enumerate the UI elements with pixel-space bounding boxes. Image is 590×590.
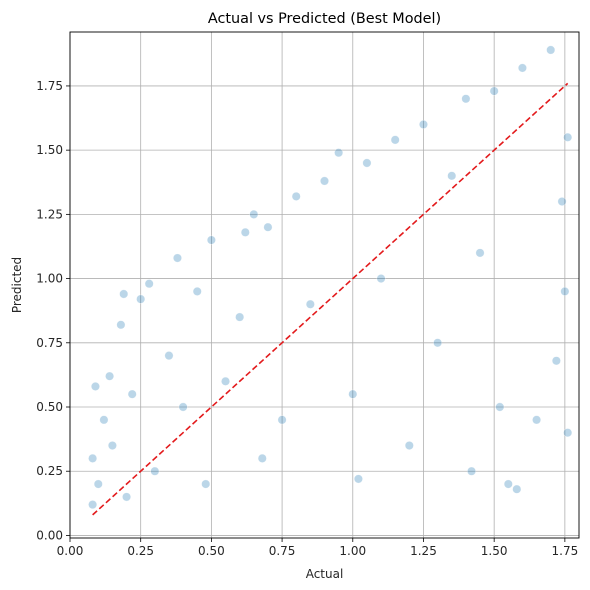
data-point: [517, 63, 527, 73]
data-point: [390, 135, 400, 145]
data-point: [122, 492, 132, 502]
reference-line-group: [92, 82, 569, 516]
plot-frame: [69, 31, 580, 539]
data-point: [475, 248, 485, 258]
data-point: [563, 428, 573, 438]
data-point: [221, 376, 230, 386]
data-point: [546, 45, 556, 55]
scatter-points: [88, 45, 573, 510]
data-point: [461, 94, 471, 104]
data-point: [362, 158, 372, 168]
data-point: [173, 253, 182, 263]
data-point: [107, 441, 117, 450]
y-tick-label: 1.00: [36, 272, 63, 286]
data-point: [277, 415, 287, 425]
data-point: [164, 351, 174, 361]
data-point: [105, 371, 115, 381]
x-tick-label: 1.25: [410, 544, 437, 558]
data-point: [433, 338, 443, 348]
data-point: [150, 466, 160, 476]
data-point: [127, 389, 137, 399]
data-point: [532, 415, 542, 425]
data-point: [201, 479, 211, 489]
data-point: [249, 209, 259, 219]
data-point: [557, 197, 567, 206]
x-tick-label: 0.75: [269, 544, 296, 558]
data-point: [291, 191, 301, 201]
x-axis-label: Actual: [306, 567, 344, 581]
data-point: [447, 171, 457, 181]
data-point: [144, 279, 154, 289]
data-point: [305, 299, 315, 309]
data-point: [560, 286, 570, 296]
y-tick-label: 1.75: [36, 79, 63, 93]
data-point: [206, 235, 216, 245]
data-point: [263, 222, 273, 232]
data-point: [320, 176, 329, 186]
data-point: [119, 289, 129, 299]
y-axis-ticks: 0.00 0.25 0.50 0.75 1.00 1.25 1.50 1.75: [36, 79, 70, 542]
data-point: [88, 453, 98, 463]
data-point: [93, 479, 103, 489]
grid: [69, 32, 579, 538]
x-axis-ticks: 0.00 0.25 0.50 0.75 1.00 1.25 1.50 1.75: [57, 538, 579, 558]
y-tick-label: 1.25: [36, 207, 63, 221]
data-point: [91, 382, 100, 391]
x-tick-label: 0.50: [198, 544, 225, 558]
y-axis-label: Predicted: [10, 257, 24, 313]
data-point: [495, 402, 505, 412]
x-tick-label: 1.75: [552, 544, 579, 558]
data-point: [467, 466, 476, 476]
data-point: [563, 132, 573, 142]
data-point: [419, 120, 428, 129]
data-point: [489, 86, 499, 96]
data-point: [235, 312, 245, 322]
x-tick-label: 1.50: [481, 544, 508, 558]
data-point: [376, 274, 386, 284]
data-point: [240, 227, 250, 237]
reference-line: [92, 82, 569, 516]
data-point: [116, 320, 126, 330]
y-tick-label: 0.00: [36, 528, 63, 542]
y-tick-label: 0.50: [36, 400, 63, 414]
data-point: [99, 415, 109, 425]
data-point: [257, 453, 267, 463]
data-point: [551, 356, 561, 366]
data-point: [192, 286, 202, 296]
data-point: [353, 474, 363, 484]
data-point: [503, 479, 513, 489]
data-point: [88, 500, 98, 510]
x-tick-label: 1.00: [339, 544, 366, 558]
y-tick-label: 0.25: [36, 464, 63, 478]
data-point: [334, 148, 344, 158]
data-point: [348, 389, 358, 399]
x-tick-label: 0.25: [127, 544, 154, 558]
data-point: [136, 294, 146, 304]
data-point: [404, 441, 414, 450]
y-tick-label: 0.75: [36, 336, 63, 350]
chart-title: Actual vs Predicted (Best Model): [208, 11, 441, 27]
x-tick-label: 0.00: [57, 544, 84, 558]
data-point: [178, 402, 188, 412]
y-tick-label: 1.50: [36, 143, 63, 157]
data-point: [512, 484, 522, 494]
